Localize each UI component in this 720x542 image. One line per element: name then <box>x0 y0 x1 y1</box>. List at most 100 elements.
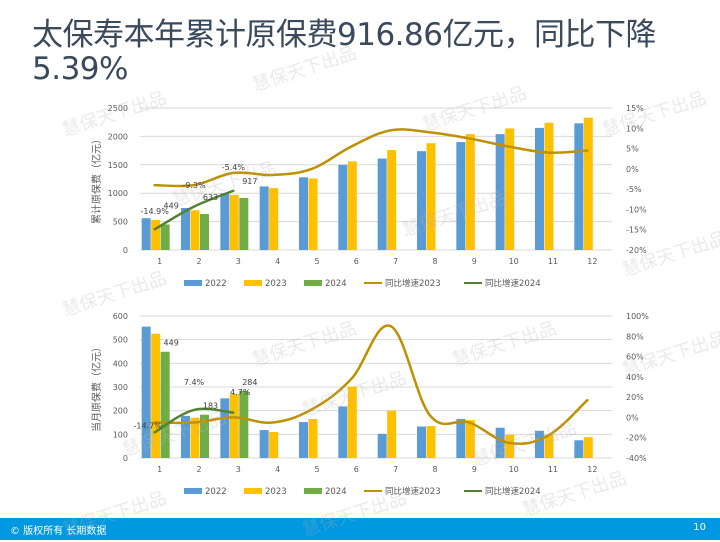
y2-tick-label: 5% <box>626 145 639 154</box>
data-label-2024-growth: 4.7% <box>230 388 251 397</box>
bar-2023-month-8 <box>427 426 436 458</box>
legend-label: 同比增速2024 <box>485 278 541 289</box>
y-tick-label: 500 <box>113 336 128 345</box>
y-tick-label: 300 <box>113 383 128 392</box>
y-tick-label: 2500 <box>108 104 128 113</box>
legend-label: 2022 <box>205 487 227 497</box>
x-tick-label: 10 <box>509 257 519 266</box>
bar-2024-month-3 <box>239 198 248 250</box>
y2-tick-label: -5% <box>626 185 642 194</box>
y2-tick-label: 0% <box>626 413 639 422</box>
y-tick-label: 100 <box>113 430 128 439</box>
bar-2022-month-4 <box>260 430 269 458</box>
bar-2023-month-6 <box>348 161 357 250</box>
y2-tick-label: -10% <box>626 205 647 214</box>
y2-tick-label: 15% <box>626 104 644 113</box>
y-tick-label: 500 <box>113 218 128 227</box>
bar-2022-month-7 <box>378 159 387 250</box>
bar-2022-month-12 <box>574 440 583 458</box>
y2-tick-label: -20% <box>626 434 647 443</box>
bar-2024-month-1 <box>161 224 170 250</box>
bar-2023-month-3 <box>230 195 239 250</box>
bar-2024-month-2 <box>200 214 209 250</box>
bar-2022-month-7 <box>378 434 387 458</box>
y2-tick-label: -15% <box>626 226 647 235</box>
data-label-2024-growth: -9.3% <box>182 181 206 190</box>
x-tick-label: 8 <box>432 257 437 266</box>
y-axis-title: 当月原保费（亿元） <box>90 342 103 432</box>
bar-2023-month-6 <box>348 387 357 458</box>
monthly-premium-chart-svg: 0100200300400500600-40%-20%0%20%40%60%80… <box>0 306 720 506</box>
bar-2022-month-8 <box>417 151 426 250</box>
x-tick-label: 3 <box>236 465 241 474</box>
x-tick-label: 5 <box>314 257 319 266</box>
x-tick-label: 9 <box>472 465 477 474</box>
bar-2023-month-7 <box>387 411 396 458</box>
x-tick-label: 2 <box>196 257 201 266</box>
bar-2022-month-5 <box>299 177 308 250</box>
bar-2023-month-11 <box>545 435 554 458</box>
data-label-2024-growth: -5.4% <box>222 163 246 172</box>
data-label-2024-bar: 183 <box>203 402 218 411</box>
x-tick-label: 6 <box>354 257 359 266</box>
y2-tick-label: -20% <box>626 246 647 255</box>
x-tick-label: 1 <box>157 257 162 266</box>
x-tick-label: 7 <box>393 465 398 474</box>
y-axis-title: 累计原保费（亿元） <box>90 134 103 224</box>
x-tick-label: 5 <box>314 465 319 474</box>
data-label-2024-bar: 633 <box>203 193 218 202</box>
x-tick-label: 11 <box>548 465 558 474</box>
bar-2022-month-9 <box>456 142 465 250</box>
legend-swatch-2024 <box>304 488 322 494</box>
x-tick-label: 9 <box>472 257 477 266</box>
y2-tick-label: 10% <box>626 124 644 133</box>
bar-2023-month-10 <box>505 435 514 458</box>
x-tick-label: 4 <box>275 257 280 266</box>
bar-2023-month-12 <box>584 118 593 250</box>
bar-2022-month-2 <box>181 208 190 250</box>
x-tick-label: 10 <box>509 465 519 474</box>
y2-tick-label: 60% <box>626 353 644 362</box>
y2-tick-label: -40% <box>626 454 647 463</box>
legend-label: 同比增速2023 <box>385 486 441 497</box>
bar-2023-month-9 <box>466 134 475 250</box>
copyright-text: © 版权所有 长期数据 <box>10 522 106 537</box>
y-tick-label: 200 <box>113 407 128 416</box>
y-tick-label: 1500 <box>108 161 128 170</box>
bar-2023-month-5 <box>309 178 318 250</box>
x-tick-label: 12 <box>587 465 597 474</box>
legend-swatch-2024 <box>304 280 322 286</box>
cumulative-premium-chart-svg: 05001000150020002500-20%-15%-10%-5%0%5%1… <box>0 98 720 298</box>
x-tick-label: 7 <box>393 257 398 266</box>
bar-2022-month-8 <box>417 427 426 458</box>
legend-swatch-2022 <box>184 280 202 286</box>
bar-2023-month-1 <box>151 220 160 250</box>
data-label-2024-bar: 917 <box>242 177 257 186</box>
y-tick-label: 0 <box>123 454 128 463</box>
bar-2022-month-3 <box>220 398 229 458</box>
x-tick-label: 12 <box>587 257 597 266</box>
bar-2023-month-7 <box>387 150 396 250</box>
legend-label: 2023 <box>265 279 287 289</box>
x-tick-label: 3 <box>236 257 241 266</box>
y2-tick-label: 80% <box>626 332 644 341</box>
y2-tick-label: 20% <box>626 393 644 402</box>
legend-swatch-2023 <box>244 488 262 494</box>
legend-label: 同比增速2024 <box>485 486 541 497</box>
bar-2022-month-6 <box>338 406 347 458</box>
bar-2022-month-1 <box>142 327 151 458</box>
bar-2022-month-1 <box>142 218 151 250</box>
legend-swatch-2023 <box>244 280 262 286</box>
x-tick-label: 6 <box>354 465 359 474</box>
bar-2022-month-12 <box>574 123 583 250</box>
y-tick-label: 400 <box>113 359 128 368</box>
bar-2023-month-11 <box>545 123 554 250</box>
bar-2022-month-11 <box>535 128 544 250</box>
bar-2022-month-10 <box>496 134 505 250</box>
bar-2022-month-5 <box>299 422 308 458</box>
bar-2023-month-9 <box>466 420 475 458</box>
x-tick-label: 2 <box>196 465 201 474</box>
bar-2023-month-12 <box>584 437 593 458</box>
y-tick-label: 2000 <box>108 132 128 141</box>
